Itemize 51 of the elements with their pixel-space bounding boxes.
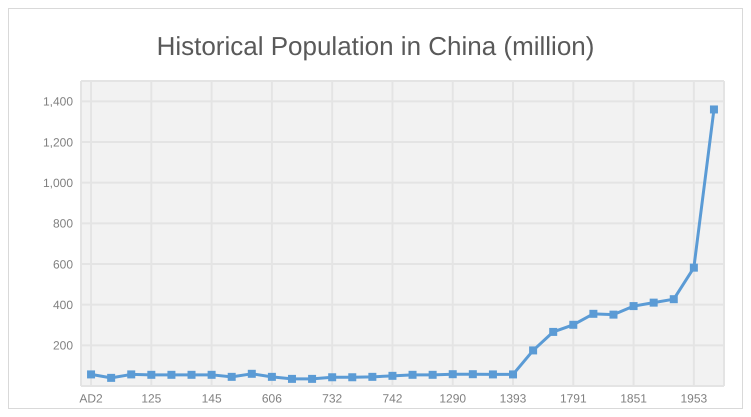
point xyxy=(549,328,558,336)
x-tick-label: 125 xyxy=(141,392,162,406)
point xyxy=(348,373,356,382)
point xyxy=(670,295,678,304)
x-tick-label: 145 xyxy=(202,392,222,406)
y-tick-label: 600 xyxy=(52,257,74,272)
point xyxy=(690,264,698,272)
point xyxy=(529,346,538,354)
x-tick-label: 1791 xyxy=(560,392,587,406)
point xyxy=(609,310,618,319)
y-tick-label: 1,400 xyxy=(42,94,74,109)
y-tick-label: 1,000 xyxy=(42,176,74,190)
point xyxy=(388,372,396,380)
point xyxy=(428,370,437,379)
point xyxy=(268,372,276,381)
x-tick-label: 742 xyxy=(382,392,403,406)
point xyxy=(308,374,316,383)
point xyxy=(509,370,518,378)
point xyxy=(368,372,376,381)
point xyxy=(569,320,578,329)
point xyxy=(488,370,497,378)
point xyxy=(208,370,216,379)
point xyxy=(408,370,417,379)
point xyxy=(147,370,156,379)
x-tick-label: 1290 xyxy=(439,392,466,406)
point xyxy=(288,374,296,383)
point xyxy=(630,302,638,310)
point xyxy=(468,370,477,378)
x-tick-label: 732 xyxy=(322,392,343,406)
x-tick-label: 1953 xyxy=(680,392,708,406)
point xyxy=(328,373,336,382)
y-tick-label: 1,200 xyxy=(42,135,74,150)
x-tick-label: AD2 xyxy=(79,392,104,406)
point xyxy=(127,370,136,378)
y-tick-label: 200 xyxy=(52,338,74,353)
point xyxy=(589,310,598,318)
chart-title: Historical Population in China (million) xyxy=(156,30,596,63)
point xyxy=(710,105,718,114)
point xyxy=(448,370,457,378)
point xyxy=(650,298,658,307)
point xyxy=(188,370,196,379)
y-tick-label: 400 xyxy=(52,298,74,312)
x-tick-label: 1851 xyxy=(620,392,648,406)
point xyxy=(87,370,96,378)
y-tick-label: 800 xyxy=(52,216,74,231)
point xyxy=(248,370,256,378)
point xyxy=(167,370,176,379)
x-tick-label: 1393 xyxy=(500,392,527,406)
point xyxy=(228,372,236,381)
x-tick-label: 606 xyxy=(262,392,282,406)
point xyxy=(107,374,116,382)
